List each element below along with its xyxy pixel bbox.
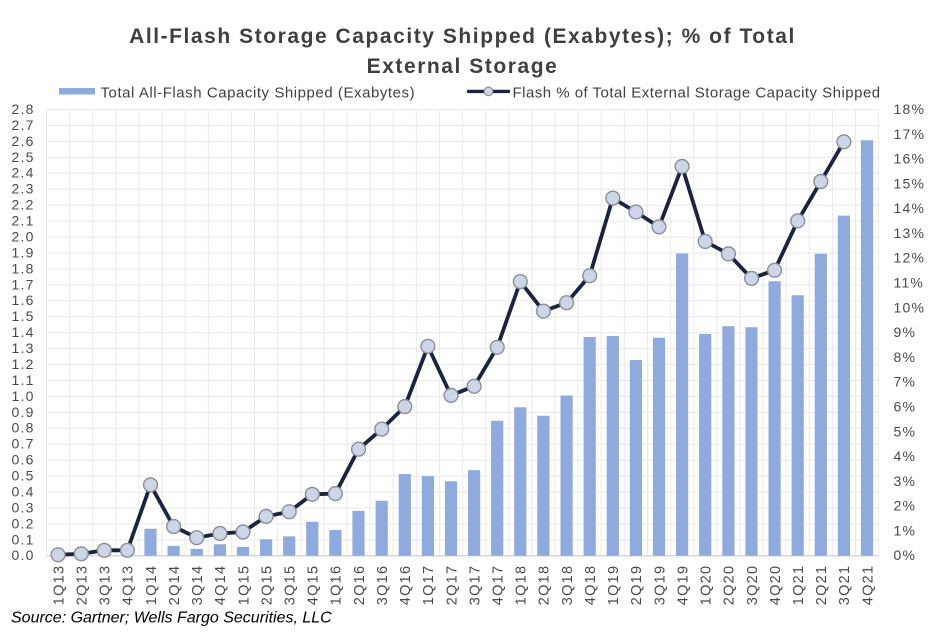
svg-text:3Q21: 3Q21: [837, 565, 853, 606]
svg-text:4Q14: 4Q14: [213, 565, 229, 606]
svg-text:2Q16: 2Q16: [352, 565, 368, 606]
svg-text:1.1: 1.1: [12, 372, 35, 388]
svg-text:1Q14: 1Q14: [144, 565, 160, 606]
svg-text:2.4: 2.4: [12, 165, 35, 181]
svg-text:1.0: 1.0: [12, 388, 35, 404]
svg-text:2.2: 2.2: [12, 197, 35, 213]
svg-text:0.2: 0.2: [12, 515, 35, 531]
svg-text:3Q15: 3Q15: [283, 565, 299, 606]
svg-text:1.6: 1.6: [12, 292, 35, 308]
svg-text:1Q15: 1Q15: [236, 565, 252, 606]
svg-text:1.3: 1.3: [12, 340, 35, 356]
svg-text:2Q21: 2Q21: [814, 565, 830, 606]
svg-text:16%: 16%: [894, 151, 926, 167]
svg-text:7%: 7%: [894, 374, 917, 390]
svg-text:0.4: 0.4: [12, 484, 35, 500]
svg-text:1Q17: 1Q17: [421, 565, 437, 606]
svg-text:3%: 3%: [894, 473, 917, 489]
svg-text:0.7: 0.7: [12, 436, 35, 452]
svg-text:13%: 13%: [894, 225, 926, 241]
svg-text:3Q13: 3Q13: [98, 565, 114, 606]
svg-text:0.8: 0.8: [12, 420, 35, 436]
svg-text:3Q14: 3Q14: [190, 565, 206, 606]
svg-text:0.3: 0.3: [12, 499, 35, 515]
svg-text:2Q17: 2Q17: [444, 565, 460, 606]
svg-text:1Q18: 1Q18: [514, 565, 530, 606]
svg-text:Source: Gartner; Wells Fargo S: Source: Gartner; Wells Fargo Securities,…: [11, 610, 332, 627]
svg-text:4Q20: 4Q20: [768, 565, 784, 606]
svg-text:5%: 5%: [894, 423, 917, 439]
svg-text:4Q21: 4Q21: [860, 565, 876, 606]
svg-text:0.9: 0.9: [12, 404, 35, 420]
svg-text:1.8: 1.8: [12, 260, 35, 276]
svg-text:9%: 9%: [894, 324, 917, 340]
svg-text:2Q14: 2Q14: [167, 565, 183, 606]
svg-text:3Q19: 3Q19: [652, 565, 668, 606]
svg-text:2Q18: 2Q18: [537, 565, 553, 606]
svg-text:4Q17: 4Q17: [491, 565, 507, 606]
svg-text:1Q13: 1Q13: [51, 565, 67, 606]
svg-text:2Q19: 2Q19: [629, 565, 645, 606]
svg-text:4Q19: 4Q19: [675, 565, 691, 606]
svg-text:0.1: 0.1: [12, 531, 35, 547]
svg-text:2.5: 2.5: [12, 149, 35, 165]
svg-text:4%: 4%: [894, 448, 917, 464]
svg-text:1Q21: 1Q21: [791, 565, 807, 606]
svg-text:3Q17: 3Q17: [467, 565, 483, 606]
svg-text:0.6: 0.6: [12, 452, 35, 468]
svg-text:2.0: 2.0: [12, 229, 35, 245]
svg-text:2Q20: 2Q20: [722, 565, 738, 606]
svg-text:18%: 18%: [894, 101, 926, 117]
svg-text:3Q16: 3Q16: [375, 565, 391, 606]
svg-text:3Q18: 3Q18: [560, 565, 576, 606]
svg-text:15%: 15%: [894, 175, 926, 191]
svg-text:14%: 14%: [894, 200, 926, 216]
svg-text:2.7: 2.7: [12, 117, 35, 133]
svg-text:4Q18: 4Q18: [583, 565, 599, 606]
svg-text:0.5: 0.5: [12, 468, 35, 484]
svg-text:1%: 1%: [894, 522, 917, 538]
svg-text:1Q16: 1Q16: [329, 565, 345, 606]
svg-text:0.0: 0.0: [12, 547, 35, 563]
svg-text:3Q20: 3Q20: [745, 565, 761, 606]
svg-text:4Q13: 4Q13: [121, 565, 137, 606]
svg-text:4Q16: 4Q16: [398, 565, 414, 606]
svg-text:2Q15: 2Q15: [259, 565, 275, 606]
svg-text:1Q20: 1Q20: [699, 565, 715, 606]
svg-text:1.5: 1.5: [12, 308, 35, 324]
svg-text:2.8: 2.8: [12, 101, 35, 117]
svg-text:2.1: 2.1: [12, 213, 35, 229]
svg-text:17%: 17%: [894, 126, 926, 142]
svg-text:Total All-Flash Capacity Shipp: Total All-Flash Capacity Shipped (Exabyt…: [101, 84, 416, 101]
svg-text:1.2: 1.2: [12, 356, 35, 372]
svg-text:10%: 10%: [894, 299, 926, 315]
svg-text:12%: 12%: [894, 250, 926, 266]
svg-text:2.6: 2.6: [12, 133, 35, 149]
svg-text:Flash % of Total External Stor: Flash % of Total External Storage Capaci…: [513, 84, 881, 101]
svg-text:6%: 6%: [894, 399, 917, 415]
svg-text:8%: 8%: [894, 349, 917, 365]
svg-text:1Q19: 1Q19: [606, 565, 622, 606]
svg-text:1.7: 1.7: [12, 276, 35, 292]
svg-text:2%: 2%: [894, 498, 917, 514]
svg-text:11%: 11%: [894, 275, 925, 291]
svg-text:2Q13: 2Q13: [75, 565, 91, 606]
svg-text:1.9: 1.9: [12, 244, 35, 260]
svg-text:4Q15: 4Q15: [306, 565, 322, 606]
svg-text:0%: 0%: [894, 547, 917, 563]
svg-text:All-Flash Storage Capacity Shi: All-Flash Storage Capacity Shipped (Exab…: [129, 25, 796, 48]
svg-text:1.4: 1.4: [12, 324, 35, 340]
svg-text:2.3: 2.3: [12, 181, 35, 197]
svg-text:External Storage: External Storage: [367, 55, 559, 78]
